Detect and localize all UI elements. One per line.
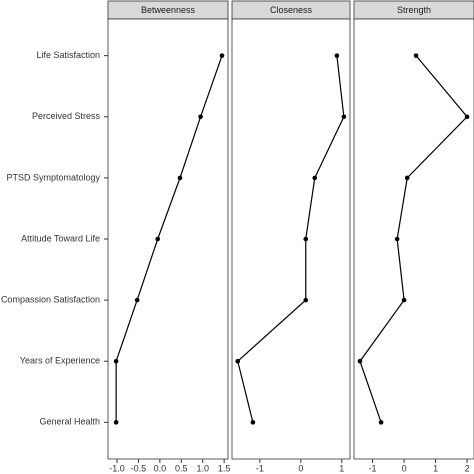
x-tick-label: -1.0 (109, 463, 125, 473)
x-tick-label: 2 (465, 463, 470, 473)
strip-title: Betweenness (141, 5, 196, 15)
point (413, 53, 419, 58)
point (404, 175, 410, 181)
x-tick-label: 0.0 (154, 463, 167, 473)
y-tick-label: Years of Experience (20, 356, 100, 366)
x-tick-label: -1 (256, 463, 264, 473)
point (303, 236, 309, 242)
point (113, 420, 119, 425)
point (155, 236, 161, 242)
y-tick-label: Compassion Satisfaction (1, 294, 100, 304)
x-tick-label: 0 (402, 463, 407, 473)
x-tick-label: 0.5 (175, 463, 188, 473)
panel (107, 18, 229, 460)
y-tick-label: Attitude Toward Life (21, 233, 100, 243)
x-tick-label: 1.5 (218, 463, 231, 473)
x-tick-label: 0 (298, 463, 303, 473)
point (394, 236, 400, 242)
y-tick-label: Life Satisfaction (36, 50, 100, 60)
point (334, 53, 340, 58)
x-tick-label: 1 (433, 463, 438, 473)
x-tick-label: -0.5 (131, 463, 147, 473)
panel (231, 18, 351, 460)
point (134, 297, 140, 303)
y-tick-label: General Health (39, 417, 100, 427)
point (303, 297, 309, 303)
point (312, 175, 318, 181)
point (401, 297, 407, 303)
strip-title: Closeness (270, 5, 313, 15)
point (235, 358, 241, 364)
x-tick-label: -1 (369, 463, 377, 473)
point (198, 114, 203, 120)
y-tick-label: Perceived Stress (32, 111, 101, 121)
point (357, 358, 363, 364)
point (378, 420, 384, 425)
point (177, 175, 183, 181)
point (113, 358, 119, 364)
panel (353, 18, 474, 460)
x-tick-label: 1.0 (196, 463, 209, 473)
point (219, 53, 225, 58)
x-tick-label: 1 (339, 463, 344, 473)
point (464, 114, 470, 120)
point (341, 114, 347, 120)
strip-title: Strength (397, 5, 431, 15)
y-tick-label: PTSD Symptomatology (6, 172, 100, 182)
point (250, 420, 256, 425)
